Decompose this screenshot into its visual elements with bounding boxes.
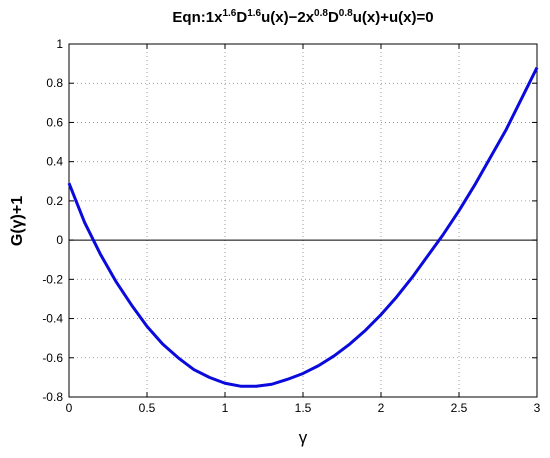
y-tick-label: 0.6 [46, 115, 63, 129]
x-tick-label: 0 [66, 401, 73, 415]
y-tick-label: 0.8 [46, 76, 63, 90]
y-tick-label: 0.2 [46, 194, 63, 208]
y-tick-label: -0.4 [42, 312, 63, 326]
x-tick-label: 0.5 [139, 401, 156, 415]
title-superscript: 1.6 [247, 8, 261, 19]
title-text: u(x)−2x [261, 9, 315, 26]
title-superscript: 0.8 [314, 8, 328, 19]
data-line [67, 66, 539, 388]
x-tick-label: 3 [534, 401, 541, 415]
y-tick-label: -0.8 [42, 390, 63, 404]
title-superscript: 0.8 [339, 8, 353, 19]
y-tick-label: -0.6 [42, 351, 63, 365]
y-axis-label: G(γ)+1 [9, 196, 26, 246]
x-tick-label: 1 [222, 401, 229, 415]
title-text: u(x)+u(x)=0 [353, 9, 434, 26]
chart-title: Eqn:1x1.6D1.6u(x)−2x0.8D0.8u(x)+u(x)=0 [172, 8, 433, 26]
y-tick-label: 0 [56, 233, 63, 247]
x-axis-label: γ [299, 428, 308, 447]
y-tick-label: -0.2 [42, 272, 63, 286]
title-text: D [236, 9, 247, 26]
title-superscript: 1.6 [222, 8, 236, 19]
plot-frame [68, 43, 538, 398]
y-tick-label: 1 [56, 37, 63, 51]
title-text: D [328, 9, 339, 26]
x-tick-label: 2.5 [451, 401, 468, 415]
y-tick-label: 0.4 [46, 155, 63, 169]
x-tick-label: 1.5 [295, 401, 312, 415]
title-text: Eqn:1x [172, 9, 223, 26]
x-tick-label: 2 [378, 401, 385, 415]
